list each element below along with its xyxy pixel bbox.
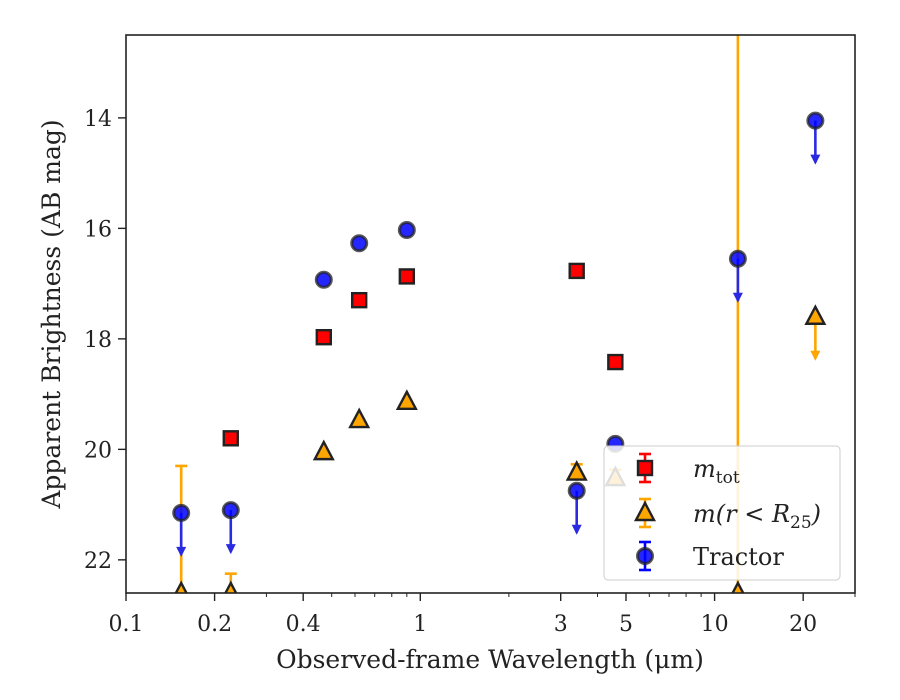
legend-label: mtot	[693, 455, 740, 488]
legend-item: m(r < R25)	[634, 497, 821, 533]
x-tick-label: 0.4	[286, 612, 321, 637]
y-axis-label: Apparent Brightness (AB mag)	[37, 119, 66, 509]
x-tick-label: 20	[789, 612, 817, 637]
point-circle	[350, 234, 369, 253]
plot-frame	[125, 34, 856, 594]
point-triangle	[804, 304, 827, 325]
point-square	[398, 268, 416, 285]
x-tick-label: 0.2	[197, 612, 232, 637]
legend-marker-square	[636, 459, 654, 477]
x-tick-label: 5	[619, 612, 633, 637]
legend-label: m(r < R25)	[693, 500, 821, 533]
point-triangle	[348, 407, 371, 429]
point-circle	[397, 221, 416, 240]
point-triangle	[224, 580, 238, 593]
point-triangle	[174, 580, 188, 593]
point-circle	[728, 249, 747, 268]
x-tick-label: 3	[554, 612, 568, 637]
point-triangle	[395, 389, 418, 411]
y-tick-label: 22	[84, 549, 112, 574]
point-square	[315, 329, 332, 346]
legend-box	[603, 445, 841, 581]
y-tick-label: 14	[84, 107, 112, 132]
point-square	[222, 430, 239, 447]
point-circle	[172, 503, 191, 522]
legend-marker-triangle	[634, 500, 656, 522]
x-axis-label: Observed-frame Wavelength (μm)	[276, 645, 704, 674]
point-triangle	[312, 439, 335, 461]
y-tick-label: 20	[84, 438, 112, 463]
point-square	[607, 353, 624, 371]
point-circle	[806, 111, 825, 130]
point-triangle	[565, 459, 588, 481]
legend: mtot m(r < R25) Tractor	[603, 445, 841, 581]
point-circle	[567, 481, 586, 500]
point-square	[568, 262, 585, 280]
legend-label: Tractor	[693, 543, 784, 571]
legend-item: Tractor	[636, 540, 784, 572]
point-triangle	[731, 580, 745, 593]
x-tick-label: 0.1	[109, 612, 144, 637]
point-square	[350, 291, 368, 309]
x-tick-label: 10	[701, 612, 729, 637]
y-tick-label: 16	[84, 217, 112, 242]
point-circle	[314, 270, 333, 289]
x-tick-label: 1	[413, 612, 427, 637]
legend-item: mtot	[636, 452, 740, 488]
legend-marker-circle	[636, 547, 654, 565]
y-tick-label: 18	[84, 328, 112, 353]
tick-labels: 0.1 0.2 0.4 1 3 5 10 20 14 16 18 20 22	[84, 107, 817, 637]
point-circle	[221, 501, 240, 520]
